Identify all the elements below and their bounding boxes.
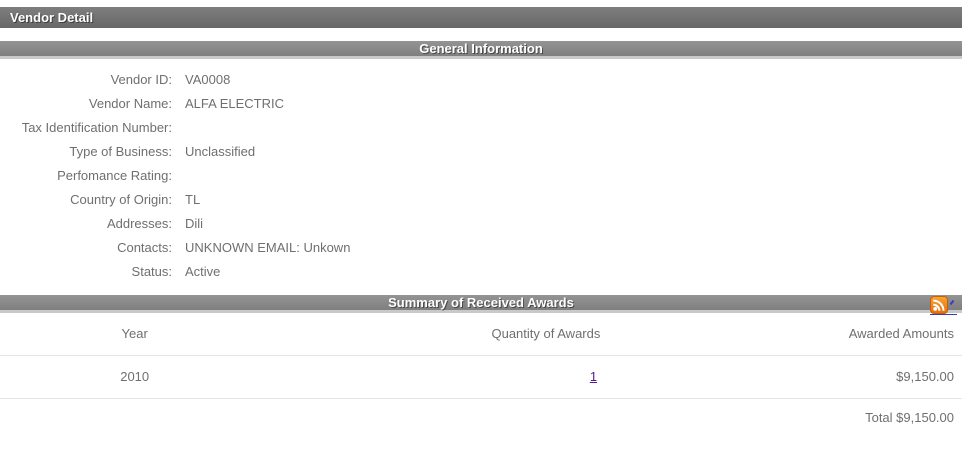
column-header-year: Year bbox=[0, 313, 269, 355]
awards-total-label: Total $9,150.00 bbox=[865, 410, 954, 425]
field-label: Tax Identification Number: bbox=[0, 120, 172, 135]
awards-table-row: 2010 1 $9,150.00 bbox=[0, 355, 962, 398]
general-information-list: Vendor ID: VA0008 Vendor Name: ALFA ELEC… bbox=[0, 59, 962, 283]
field-value: UNKNOWN EMAIL: Unkown bbox=[185, 240, 350, 255]
vendor-detail-page: Vendor Detail General Information Vendor… bbox=[0, 7, 962, 425]
info-row-tax-id-number: Tax Identification Number: bbox=[0, 115, 962, 139]
field-value: ALFA ELECTRIC bbox=[185, 96, 284, 111]
field-label: Contacts: bbox=[0, 240, 172, 255]
awards-table-header-row: Year Quantity of Awards Awarded Amounts bbox=[0, 313, 962, 355]
field-label: Addresses: bbox=[0, 216, 172, 231]
general-information-section: General Information Vendor ID: VA0008 Ve… bbox=[0, 41, 962, 283]
award-quantity-cell: 1 bbox=[269, 355, 822, 398]
column-header-quantity: Quantity of Awards bbox=[269, 313, 822, 355]
general-information-title: General Information bbox=[419, 41, 543, 56]
rss-feed-link[interactable] bbox=[930, 296, 957, 315]
awards-total-row: Total $9,150.00 bbox=[0, 399, 962, 425]
column-header-amounts: Awarded Amounts bbox=[823, 313, 962, 355]
field-label: Country of Origin: bbox=[0, 192, 172, 207]
awards-header-bar: Summary of Received Awards bbox=[0, 295, 962, 313]
award-year-cell: 2010 bbox=[0, 355, 269, 398]
general-information-header-bar: General Information bbox=[0, 41, 962, 59]
field-label: Vendor Name: bbox=[0, 96, 172, 111]
page-title-bar: Vendor Detail bbox=[0, 7, 962, 28]
info-row-performance-rating: Perfomance Rating: bbox=[0, 163, 962, 187]
info-row-type-of-business: Type of Business: Unclassified bbox=[0, 139, 962, 163]
field-label: Vendor ID: bbox=[0, 72, 172, 87]
page-title: Vendor Detail bbox=[10, 10, 93, 25]
info-row-vendor-name: Vendor Name: ALFA ELECTRIC bbox=[0, 91, 962, 115]
awards-table: Year Quantity of Awards Awarded Amounts … bbox=[0, 313, 962, 399]
field-value: VA0008 bbox=[185, 72, 230, 87]
rss-link-tail-mark bbox=[950, 300, 955, 305]
field-label: Perfomance Rating: bbox=[0, 168, 172, 183]
info-row-addresses: Addresses: Dili bbox=[0, 211, 962, 235]
info-row-country-of-origin: Country of Origin: TL bbox=[0, 187, 962, 211]
field-value: Unclassified bbox=[185, 144, 255, 159]
field-label: Status: bbox=[0, 264, 172, 279]
awards-title: Summary of Received Awards bbox=[388, 295, 574, 310]
awards-section: Summary of Received Awards bbox=[0, 295, 962, 425]
field-value: TL bbox=[185, 192, 200, 207]
info-row-vendor-id: Vendor ID: VA0008 bbox=[0, 67, 962, 91]
info-row-contacts: Contacts: UNKNOWN EMAIL: Unkown bbox=[0, 235, 962, 259]
field-value: Dili bbox=[185, 216, 203, 231]
award-amount-cell: $9,150.00 bbox=[823, 355, 962, 398]
field-value: Active bbox=[185, 264, 220, 279]
info-row-status: Status: Active bbox=[0, 259, 962, 283]
field-label: Type of Business: bbox=[0, 144, 172, 159]
award-quantity-link[interactable]: 1 bbox=[590, 369, 597, 384]
rss-icon bbox=[930, 296, 948, 314]
